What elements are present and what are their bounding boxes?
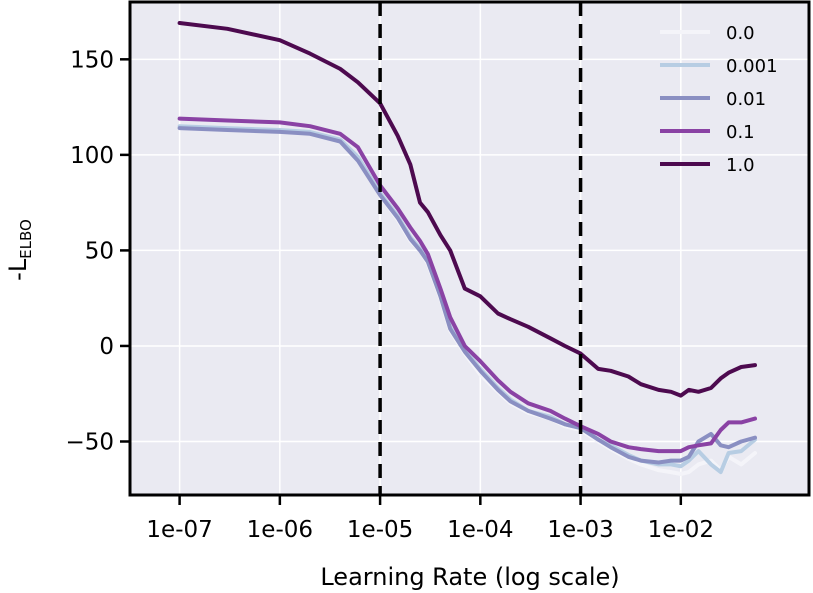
vertical-lines <box>378 2 583 495</box>
x-tick-label: 1e-02 <box>648 517 714 543</box>
y-tick-label: 150 <box>70 47 114 73</box>
y-tick-label: −50 <box>65 429 114 455</box>
plot-frame <box>128 0 811 497</box>
legend-label: 1.0 <box>726 155 755 176</box>
y-axis-label-main: -L <box>4 258 32 281</box>
legend-label: 0.01 <box>726 89 766 110</box>
legend: 0.0 0.001 0.01 0.1 1.0 <box>660 23 778 176</box>
legend-label: 0.001 <box>726 56 778 77</box>
series-group <box>177 21 757 476</box>
x-tick-label: 1e-04 <box>447 517 513 543</box>
x-axis: 1e-07 1e-06 1e-05 1e-04 1e-03 1e-02 <box>146 495 714 543</box>
y-axis-label: -LELBO <box>4 219 35 281</box>
series-line-0.1 <box>177 116 757 454</box>
x-tick-label: 1e-05 <box>347 517 413 543</box>
legend-label: 0.0 <box>726 23 755 44</box>
x-tick-label: 1e-06 <box>247 517 313 543</box>
x-tick-label: 1e-03 <box>547 517 613 543</box>
series-line-1.0 <box>177 21 757 398</box>
x-axis-label: Learning Rate (log scale) <box>320 563 619 591</box>
y-tick-label: 0 <box>99 334 114 360</box>
x-tick-label: 1e-07 <box>146 517 212 543</box>
legend-label: 0.1 <box>726 122 755 143</box>
series-line-0.01 <box>177 126 757 465</box>
y-axis-label-sub: ELBO <box>17 219 35 259</box>
plot-background <box>130 2 809 495</box>
y-tick-label: 50 <box>85 238 114 264</box>
y-axis: −50 0 50 100 150 <box>65 47 130 455</box>
y-tick-label: 100 <box>70 143 114 169</box>
